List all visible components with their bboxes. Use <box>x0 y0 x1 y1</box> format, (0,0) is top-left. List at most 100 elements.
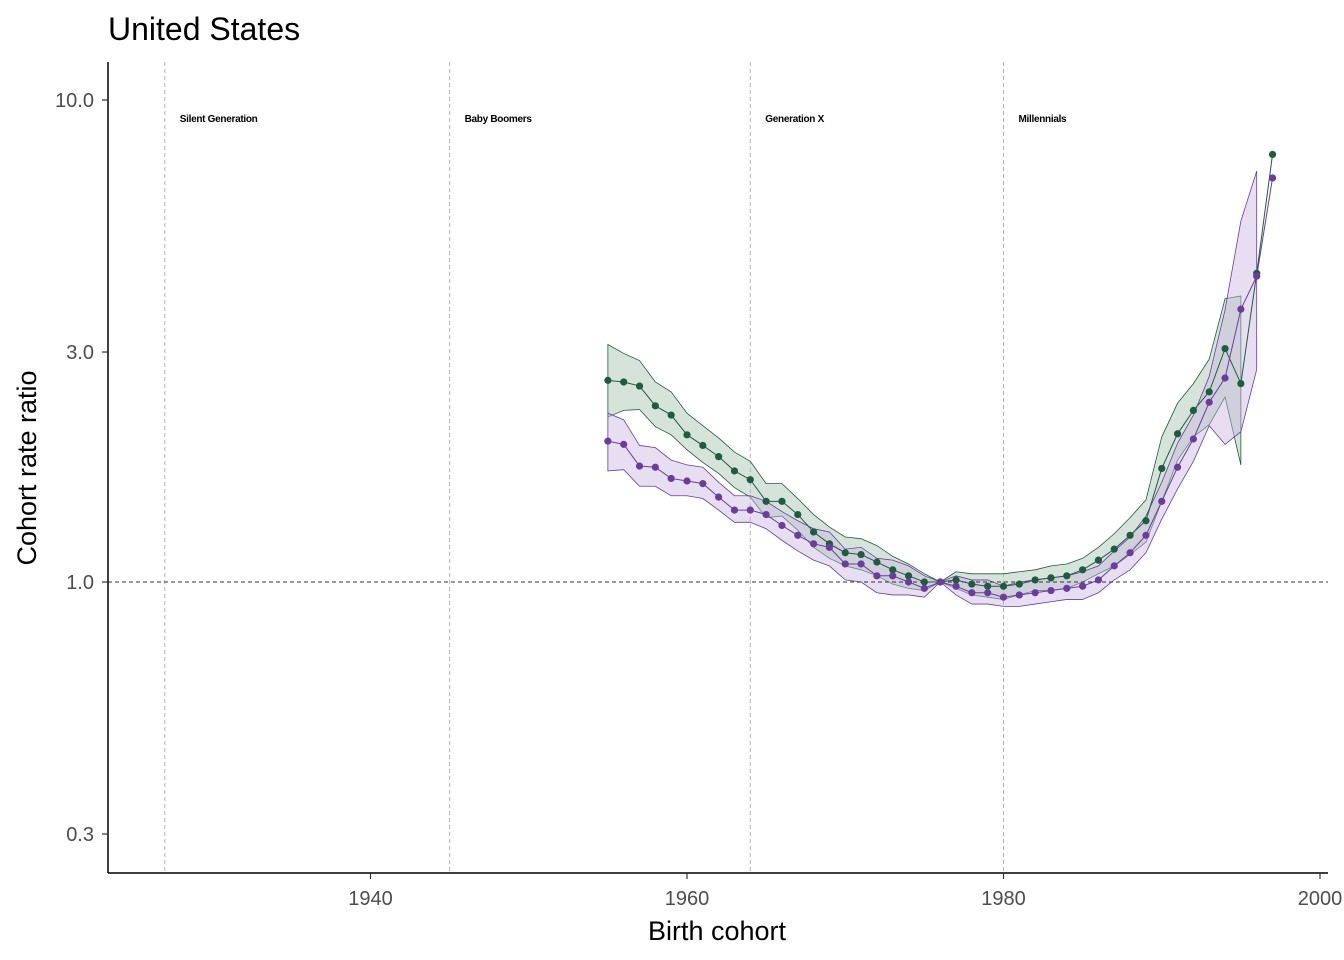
data-point <box>667 411 675 419</box>
y-tick-label: 0.3 <box>66 824 94 846</box>
data-point <box>857 550 865 559</box>
data-point <box>857 560 865 568</box>
data-point <box>920 578 928 586</box>
data-point <box>746 476 754 484</box>
data-point <box>1142 531 1150 539</box>
data-point <box>1205 398 1213 406</box>
data-point <box>952 582 960 590</box>
data-point <box>1031 576 1039 584</box>
data-point <box>1031 589 1039 597</box>
generation-lines: Silent Generation Baby Boomers Generation … <box>164 62 1068 873</box>
data-point <box>1079 566 1087 574</box>
x-tick-label: 2000 <box>1298 888 1343 910</box>
data-point <box>1047 574 1055 582</box>
data-point <box>794 510 802 519</box>
confidence-band <box>607 295 1242 600</box>
series-points <box>604 150 1277 601</box>
data-point <box>730 506 739 514</box>
data-point <box>1173 463 1182 471</box>
data-point <box>889 572 897 580</box>
data-point <box>699 480 707 488</box>
data-point <box>873 572 881 580</box>
data-point <box>683 477 691 485</box>
data-point <box>683 431 691 439</box>
generation-label: Silent Generation <box>180 114 258 125</box>
data-point <box>667 474 675 483</box>
data-point <box>984 589 992 597</box>
data-point <box>968 580 976 588</box>
data-point <box>1189 406 1197 414</box>
data-point <box>1189 435 1197 443</box>
series-line <box>607 177 1274 598</box>
data-point <box>620 378 628 386</box>
data-point <box>651 402 659 410</box>
data-point <box>1047 586 1055 595</box>
data-point <box>604 437 612 445</box>
data-point <box>699 441 707 450</box>
x-tick-label: 1980 <box>981 888 1026 910</box>
data-point <box>1094 556 1103 564</box>
data-point <box>1205 388 1213 396</box>
data-point <box>1110 562 1118 570</box>
chart-title: United States <box>108 11 300 47</box>
x-tick-label: 1940 <box>348 888 393 910</box>
data-point <box>873 558 881 566</box>
data-point <box>794 531 802 539</box>
data-point <box>1268 150 1277 159</box>
confidence-band <box>607 170 1258 607</box>
data-point <box>810 528 818 536</box>
data-point <box>1094 576 1103 584</box>
data-point <box>999 582 1008 590</box>
data-point <box>778 521 786 530</box>
data-point <box>810 540 818 548</box>
data-point <box>762 497 770 505</box>
data-point <box>1126 549 1134 557</box>
data-point <box>715 493 723 501</box>
y-tick-label: 1.0 <box>66 572 94 594</box>
data-point <box>1221 374 1229 382</box>
data-point <box>762 510 770 519</box>
x-tick-label: 1960 <box>665 888 710 910</box>
data-point <box>1015 580 1023 588</box>
data-point <box>841 549 849 557</box>
y-tick-label: 3.0 <box>66 342 94 364</box>
data-point <box>778 497 786 505</box>
data-point <box>920 584 928 592</box>
data-point <box>604 376 612 384</box>
data-point <box>904 578 913 586</box>
data-point <box>1158 464 1166 473</box>
data-point <box>1126 531 1134 539</box>
data-point <box>1142 517 1150 525</box>
data-point <box>936 578 944 586</box>
data-point <box>952 576 960 584</box>
data-point <box>1221 344 1229 353</box>
data-point <box>841 560 849 568</box>
data-point <box>746 506 754 514</box>
confidence-bands <box>607 170 1258 607</box>
generation-label: Generation X <box>765 114 824 125</box>
data-point <box>1237 305 1245 313</box>
data-point <box>1063 572 1071 580</box>
data-point <box>968 589 976 597</box>
data-point <box>715 453 723 461</box>
data-point <box>1268 174 1277 182</box>
data-point <box>984 582 992 590</box>
series-line <box>607 154 1274 587</box>
data-point <box>999 593 1008 601</box>
axes: 1940 1960 1980 2000 0.3 1.0 3.0 10.0 <box>55 62 1342 910</box>
data-point <box>1237 379 1245 388</box>
data-point <box>635 462 644 470</box>
data-point <box>1173 430 1182 438</box>
generation-label: Baby Boomers <box>465 114 533 125</box>
data-point <box>651 463 659 471</box>
data-point <box>1015 591 1023 599</box>
y-axis-title: Cohort rate ratio <box>12 370 42 565</box>
generation-label: Millennials <box>1019 114 1068 125</box>
data-point <box>620 440 628 448</box>
series-lines <box>607 154 1274 598</box>
data-point <box>1253 272 1261 280</box>
data-point <box>635 382 644 390</box>
data-point <box>1158 497 1166 505</box>
data-point <box>904 572 913 580</box>
